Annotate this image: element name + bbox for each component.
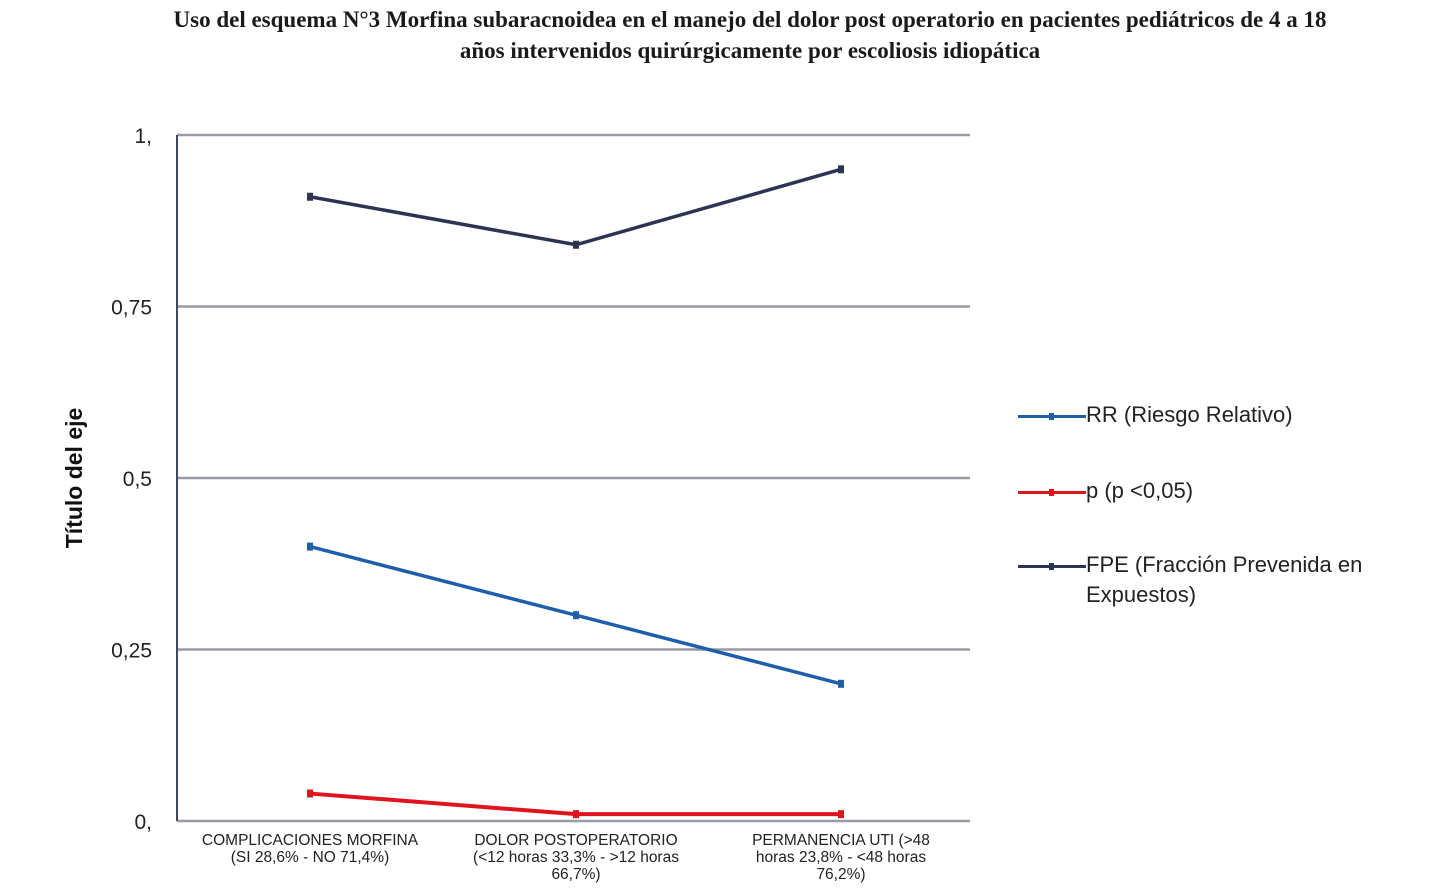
data-point-fpe	[838, 165, 844, 174]
y-tick-labels: 0, 0,25 0,5 0,75 1,	[111, 125, 152, 834]
gridlines	[177, 133, 970, 823]
legend-item-rr: RR (Riesgo Relativo)	[1018, 400, 1446, 430]
data-point-rr	[573, 611, 579, 620]
x-tick-label: PERMANENCIA UTI (>48 horas 23,8% - <48 ho…	[752, 832, 930, 883]
data-point-fpe	[307, 192, 313, 201]
legend-label-p: p (p <0,05)	[1086, 478, 1194, 503]
legend-swatch-p	[1018, 489, 1086, 496]
chart-title: Uso del esquema N°3 Morfina subaracnoide…	[173, 7, 1327, 63]
data-point-p	[838, 810, 844, 819]
y-tick-label: 0,25	[111, 640, 152, 663]
y-tick-label: 0,75	[111, 297, 152, 320]
data-point-p	[573, 810, 579, 819]
legend-swatch-fpe	[1018, 563, 1086, 570]
y-tick-label: 0,5	[123, 468, 152, 491]
data-point-rr	[307, 542, 313, 551]
legend-label-fpe: FPE (Fracción Prevenida en Expuestos)	[1086, 552, 1363, 607]
x-tick-label: DOLOR POSTOPERATORIO (<12 horas 33,3% - >…	[473, 832, 679, 883]
legend-item-p: p (p <0,05)	[1018, 476, 1446, 506]
legend-label-rr: RR (Riesgo Relativo)	[1086, 402, 1293, 427]
data-point-p	[307, 789, 313, 798]
series-line-fpe	[309, 167, 842, 247]
legend-item-fpe: FPE (Fracción Prevenida en Expuestos)	[1018, 550, 1446, 610]
y-tick-label: 1,	[134, 125, 152, 148]
x-tick-label: COMPLICACIONES MORFINA (SI 28,6% - NO 71,…	[202, 832, 419, 866]
legend-swatch-rr	[1018, 413, 1086, 420]
chart-plot: 0, 0,25 0,5 0,75 1, Título del eje COMPLICAC…	[61, 125, 970, 883]
series-lines	[307, 165, 844, 819]
data-point-rr	[838, 679, 844, 688]
data-point-fpe	[573, 240, 579, 249]
x-tick-labels: COMPLICACIONES MORFINA (SI 28,6% - NO 71,…	[202, 832, 930, 883]
y-tick-label: 0,	[134, 811, 152, 834]
y-axis-title: Título del eje	[61, 408, 87, 549]
